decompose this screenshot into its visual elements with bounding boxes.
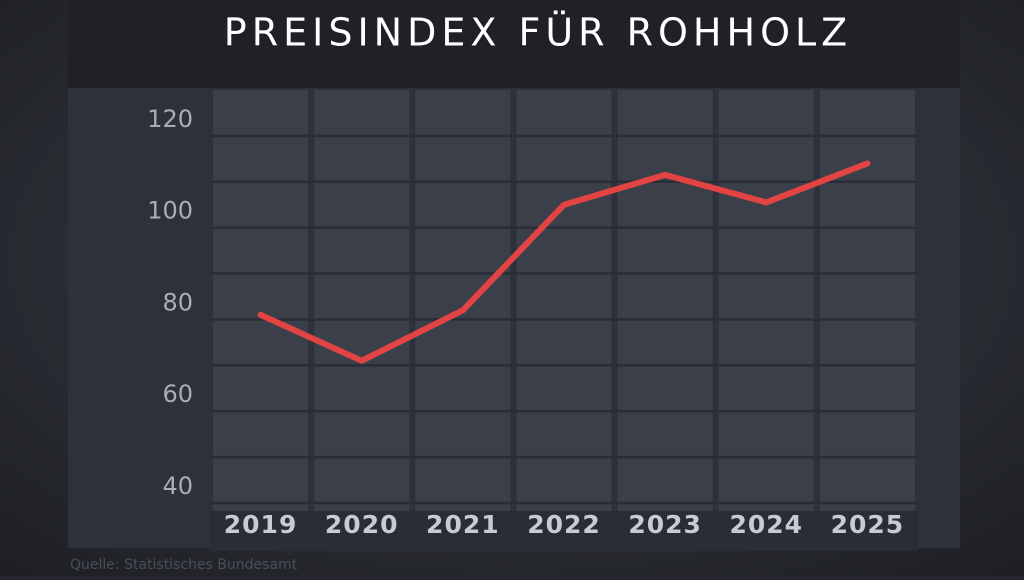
y-tick-label: 60 <box>162 380 193 408</box>
y-tick-label: 40 <box>162 472 193 500</box>
column-band <box>415 90 511 511</box>
column-band <box>718 90 814 511</box>
x-tick-label: 2019 <box>224 510 298 539</box>
x-tick-label: 2024 <box>729 510 803 539</box>
data-line <box>257 160 871 364</box>
column-band <box>213 90 309 511</box>
axis-strip <box>210 511 918 551</box>
y-tick-label: 100 <box>147 197 193 225</box>
x-tick-label: 2022 <box>527 510 601 539</box>
column-band <box>617 90 713 511</box>
title-bar <box>68 0 960 88</box>
x-tick-label: 2025 <box>831 510 905 539</box>
column-band <box>819 90 915 511</box>
x-tick-label: 2023 <box>628 510 702 539</box>
column-band <box>314 90 410 511</box>
chart-title: PREISINDEX FÜR ROHHOLZ <box>224 11 852 55</box>
y-tick-label: 120 <box>147 105 193 133</box>
y-tick-label: 80 <box>162 288 193 316</box>
source-note: Quelle: Statistisches Bundesamt <box>70 557 298 573</box>
column-band <box>516 90 612 511</box>
x-tick-label: 2020 <box>325 510 399 539</box>
x-tick-label: 2021 <box>426 510 500 539</box>
